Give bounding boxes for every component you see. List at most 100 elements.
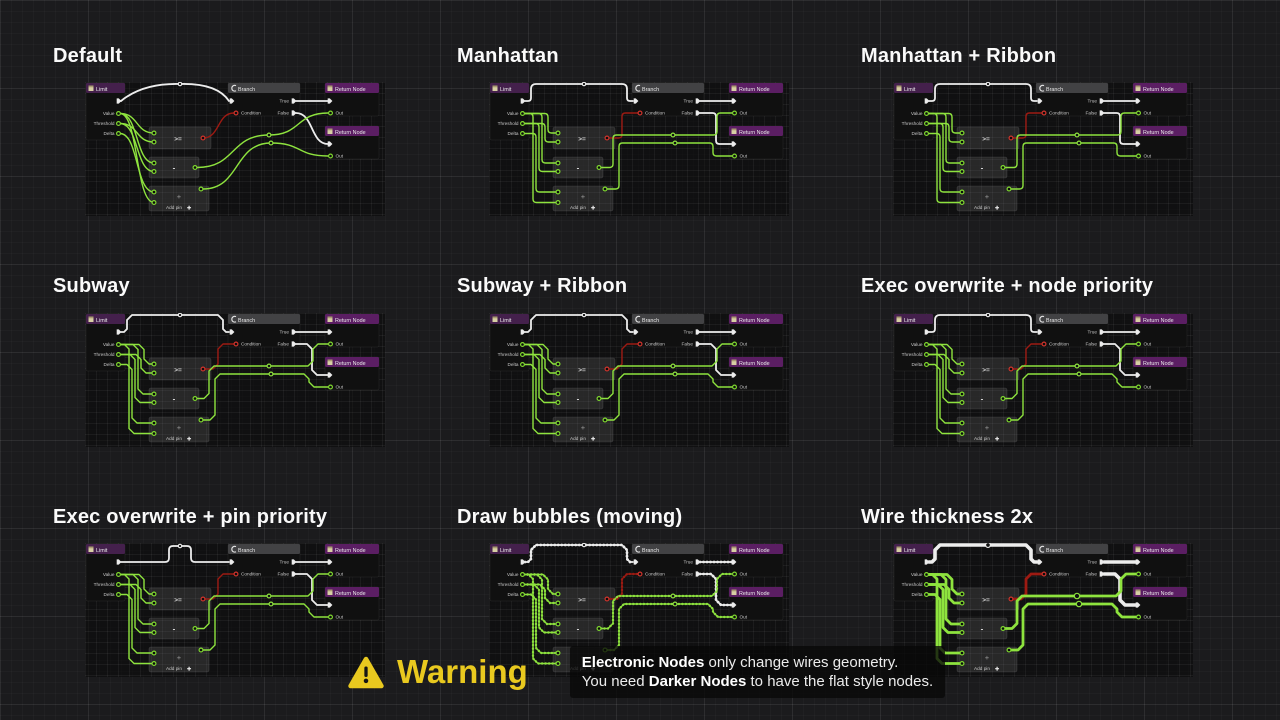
pins[interactable]: Value Threshold Delta Condition True False Out… <box>902 98 1152 205</box>
node-return-1[interactable]: Return Node <box>728 313 784 348</box>
node-limit[interactable]: Limit <box>893 82 934 141</box>
node-limit[interactable]: Limit <box>85 543 126 602</box>
node-add-pin[interactable]: + Add pin ✚ <box>956 416 1018 442</box>
reroute-node[interactable] <box>672 140 678 146</box>
pins[interactable]: Value Threshold Delta Condition True False Out… <box>94 98 344 205</box>
reroute-node[interactable] <box>985 313 991 318</box>
svg-text:Condition: Condition <box>645 111 665 116</box>
svg-text:Add pin: Add pin <box>166 205 182 210</box>
node-subtract[interactable]: - <box>148 156 200 179</box>
node-return-2[interactable]: Return Node <box>728 125 784 160</box>
node-subtract[interactable]: - <box>148 617 200 640</box>
node-branch[interactable]: Branch <box>227 82 301 117</box>
reroute-node[interactable] <box>581 82 587 87</box>
node-add-pin[interactable]: + Add pin ✚ <box>148 185 210 211</box>
reroute-node[interactable] <box>1075 600 1083 608</box>
node-limit[interactable]: Limit <box>489 313 530 372</box>
node-add-pin[interactable]: + Add pin ✚ <box>552 185 614 211</box>
reroute-node[interactable] <box>268 371 274 377</box>
node-return-1[interactable]: Return Node <box>728 543 784 578</box>
pins[interactable]: Value Threshold Delta Condition True False Out… <box>902 559 1152 666</box>
node-return-1[interactable]: Return Node <box>1132 313 1188 348</box>
node-limit[interactable]: Limit <box>489 543 530 602</box>
node-branch[interactable]: Branch <box>631 543 705 578</box>
node-return-2[interactable]: Return Node <box>324 586 380 621</box>
reroute-node[interactable] <box>670 593 676 599</box>
reroute-node[interactable] <box>581 313 587 318</box>
pins[interactable]: Value Threshold Delta Condition True False Out… <box>94 329 344 436</box>
reroute-node[interactable] <box>266 593 272 599</box>
reroute-node[interactable] <box>177 82 183 87</box>
svg-text:Out: Out <box>336 572 344 577</box>
pins[interactable]: Value Threshold Delta Condition True False Out… <box>498 329 748 436</box>
node-return-2[interactable]: Return Node <box>1132 125 1188 160</box>
node-return-1[interactable]: Return Node <box>1132 543 1188 578</box>
node-limit[interactable]: Limit <box>85 82 126 141</box>
node-subtract[interactable]: - <box>956 387 1008 410</box>
pins[interactable]: Value Threshold Delta Condition True False Out… <box>498 98 748 205</box>
node-branch[interactable]: Branch <box>1035 543 1109 578</box>
node-return-2[interactable]: Return Node <box>728 586 784 621</box>
node-return-2[interactable]: Return Node <box>324 356 380 391</box>
reroute-node[interactable] <box>268 140 274 146</box>
node-return-1[interactable]: Return Node <box>1132 82 1188 117</box>
reroute-node[interactable] <box>177 543 183 549</box>
warning-banner: Warning Electronic Nodes only change wir… <box>348 646 946 698</box>
svg-text:Return Node: Return Node <box>1143 591 1174 597</box>
node-branch[interactable]: Branch <box>1035 313 1109 348</box>
node-branch[interactable]: Branch <box>631 313 705 348</box>
reroute-node[interactable] <box>1074 363 1080 369</box>
reroute-node[interactable] <box>266 132 272 138</box>
node-branch[interactable]: Branch <box>1035 82 1109 117</box>
reroute-node[interactable] <box>1074 132 1080 138</box>
node-subtract[interactable]: - <box>956 156 1008 179</box>
node-branch[interactable]: Branch <box>227 313 301 348</box>
node-return-1[interactable]: Return Node <box>728 82 784 117</box>
node-return-1[interactable]: Return Node <box>324 543 380 578</box>
reroute-node[interactable] <box>670 132 676 138</box>
node-compare[interactable]: >= <box>148 126 212 150</box>
node-subtract[interactable]: - <box>552 156 604 179</box>
pins[interactable]: Value Threshold Delta Condition True False Out… <box>902 329 1152 436</box>
node-limit[interactable]: Limit <box>489 82 530 141</box>
node-limit[interactable]: Limit <box>85 313 126 372</box>
reroute-node[interactable] <box>581 543 587 548</box>
node-branch[interactable]: Branch <box>227 543 301 578</box>
reroute-node[interactable] <box>670 363 676 369</box>
reroute-node[interactable] <box>266 363 272 369</box>
reroute-node[interactable] <box>672 601 678 607</box>
reroute-node[interactable] <box>268 601 274 607</box>
node-return-1[interactable]: Return Node <box>324 313 380 348</box>
reroute-node[interactable] <box>984 543 992 549</box>
node-add-pin[interactable]: + Add pin ✚ <box>148 646 210 672</box>
node-return-1[interactable]: Return Node <box>324 82 380 117</box>
node-add-pin[interactable]: + Add pin ✚ <box>552 416 614 442</box>
svg-text:-: - <box>981 164 984 173</box>
node-add-pin[interactable]: + Add pin ✚ <box>956 646 1018 672</box>
node-subtract[interactable]: - <box>552 617 604 640</box>
node-return-2[interactable]: Return Node <box>1132 356 1188 391</box>
node-return-2[interactable]: Return Node <box>728 356 784 391</box>
node-subtract[interactable]: - <box>148 387 200 410</box>
node-add-pin[interactable]: + Add pin ✚ <box>956 185 1018 211</box>
reroute-node[interactable] <box>1076 371 1082 377</box>
node-limit[interactable]: Limit <box>893 543 934 602</box>
reroute-node[interactable] <box>985 82 991 87</box>
svg-text:+: + <box>985 423 990 432</box>
node-limit[interactable]: Limit <box>893 313 934 372</box>
nodes: Limit Branch Return Node Return Node >= - + Add… <box>893 82 1188 211</box>
pins[interactable]: Value Threshold Delta Condition True False Out… <box>94 559 344 666</box>
reroute-node[interactable] <box>177 313 183 318</box>
reroute-node[interactable] <box>1073 592 1081 600</box>
node-return-2[interactable]: Return Node <box>324 125 380 160</box>
node-subtract[interactable]: - <box>552 387 604 410</box>
reroute-dots <box>581 82 678 146</box>
node-subtract[interactable]: - <box>956 617 1008 640</box>
node-add-pin[interactable]: + Add pin ✚ <box>148 416 210 442</box>
reroute-node[interactable] <box>1076 140 1082 146</box>
reroute-node[interactable] <box>672 371 678 377</box>
node-return-2[interactable]: Return Node <box>1132 586 1188 621</box>
node-branch[interactable]: Branch <box>631 82 705 117</box>
pins[interactable]: Value Threshold Delta Condition True False Out… <box>498 559 748 666</box>
